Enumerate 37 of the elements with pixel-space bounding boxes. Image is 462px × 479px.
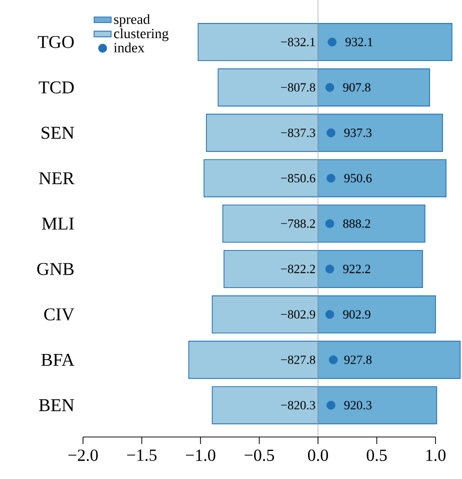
legend-label: clustering bbox=[114, 28, 168, 42]
legend-label: spread bbox=[114, 14, 150, 27]
y-tick-label: SEN bbox=[42, 126, 74, 139]
annotation: −807.8 bbox=[281, 83, 316, 92]
annotation: −822.2 bbox=[281, 264, 315, 274]
x-tick-label: 1.0 bbox=[426, 450, 446, 462]
x-tick-label: −0.5 bbox=[244, 450, 274, 462]
annotation: −837.3 bbox=[281, 128, 316, 138]
annotation: 902.9 bbox=[343, 310, 370, 319]
annotation: 907.8 bbox=[343, 83, 370, 92]
x-tick-label: −1.0 bbox=[186, 450, 216, 462]
annotation: 932.1 bbox=[345, 38, 372, 46]
y-tick-label: TGO bbox=[38, 36, 74, 48]
y-tick-label: BEN bbox=[38, 399, 74, 412]
annotation: 937.3 bbox=[344, 128, 372, 138]
annotation: 922.2 bbox=[343, 264, 370, 274]
y-tick-label: BFA bbox=[41, 354, 74, 366]
y-tick-label: GNB bbox=[37, 262, 74, 276]
annotation: −820.3 bbox=[281, 400, 316, 410]
legend-label: index bbox=[114, 42, 144, 52]
y-tick-label: MLI bbox=[42, 218, 74, 230]
x-tick-label: −2.0 bbox=[68, 450, 98, 462]
annotation: 950.6 bbox=[344, 174, 372, 182]
annotation: −802.9 bbox=[281, 310, 316, 319]
y-tick-label: CIV bbox=[44, 308, 74, 321]
annotation: 888.2 bbox=[343, 219, 370, 228]
annotation: 920.3 bbox=[344, 400, 372, 410]
y-tick-label: NER bbox=[38, 172, 74, 184]
annotation: 927.8 bbox=[344, 356, 372, 364]
y-tick-label: TCD bbox=[38, 81, 74, 94]
x-tick-label: 0.0 bbox=[308, 450, 328, 462]
x-tick-label: 0.5 bbox=[366, 450, 387, 462]
annotation: −827.8 bbox=[281, 356, 316, 364]
annotation: −832.1 bbox=[281, 38, 315, 46]
annotation: −850.6 bbox=[281, 174, 316, 182]
annotation: −788.2 bbox=[281, 219, 315, 228]
x-tick-label: −1.5 bbox=[127, 450, 157, 461]
